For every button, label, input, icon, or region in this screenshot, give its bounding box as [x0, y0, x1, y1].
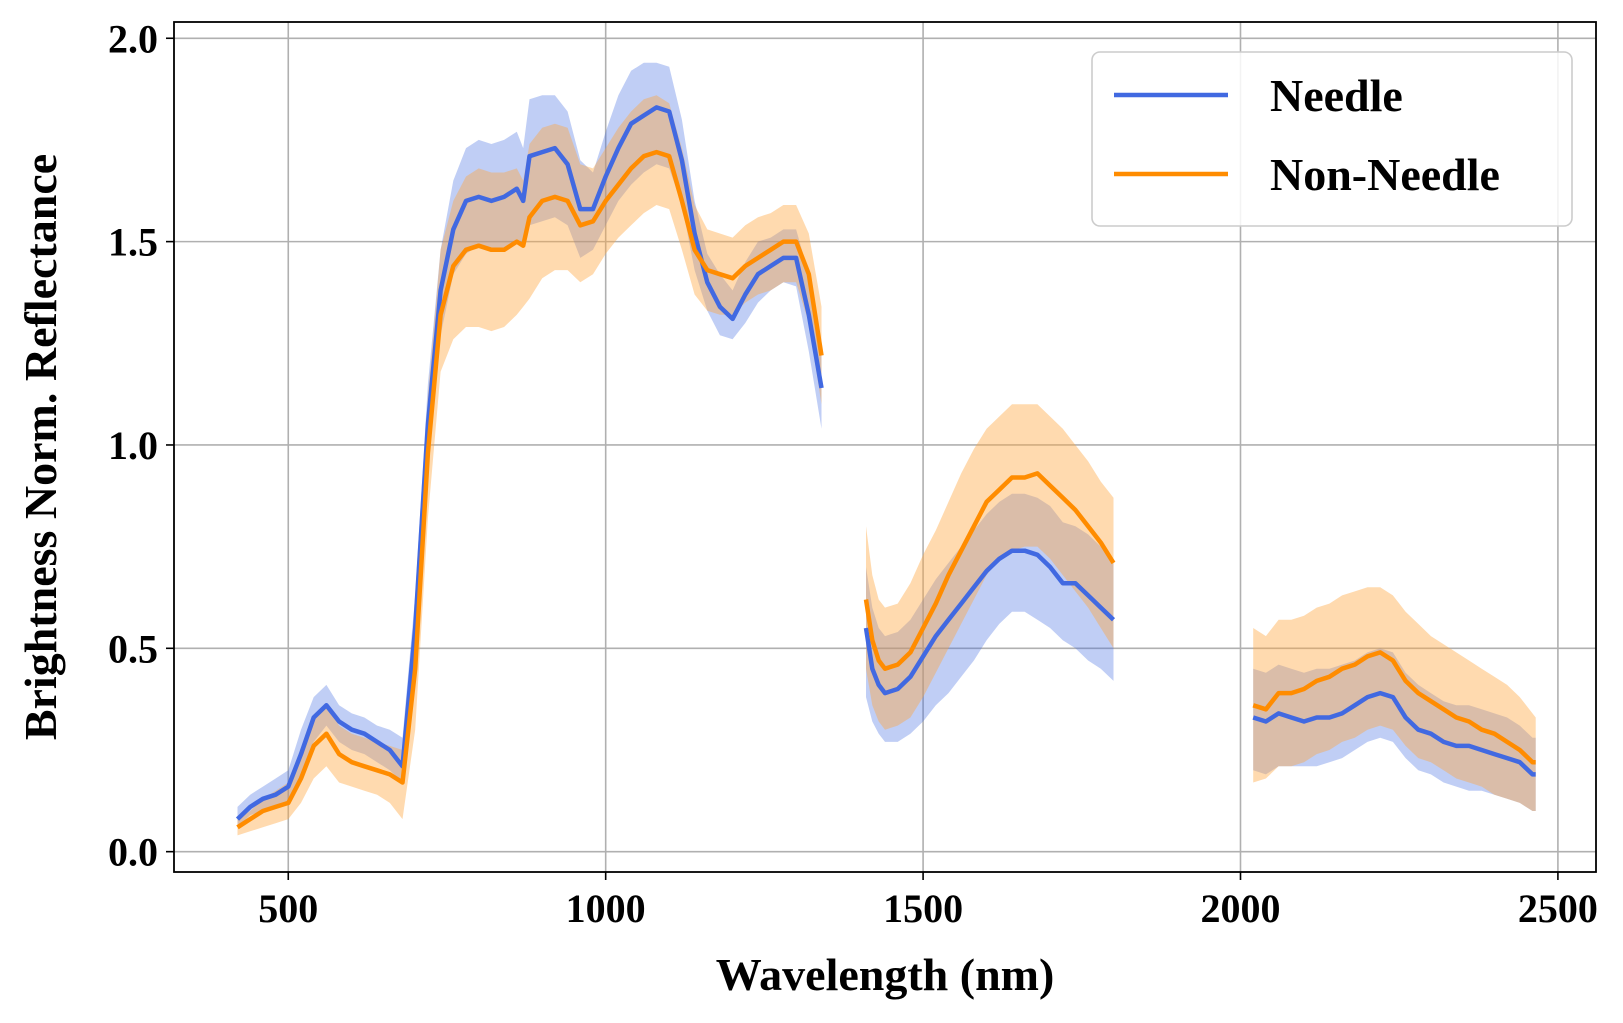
- y-axis-title: Brightness Norm. Reflectance: [15, 154, 66, 740]
- non-needle-band: [237, 95, 822, 836]
- y-tick-label: 0.0: [108, 830, 158, 875]
- non-needle-line: [1252, 650, 1536, 765]
- non-needle-line: [236, 149, 824, 830]
- y-tick-label: 1.5: [108, 220, 158, 265]
- needle-band: [1253, 648, 1536, 811]
- legend-label-non-needle: Non-Needle: [1270, 149, 1500, 200]
- y-tick-label: 0.5: [108, 626, 158, 671]
- needle-band: [866, 493, 1114, 742]
- x-tick-label: 2500: [1518, 886, 1598, 931]
- axis-ticks: 500 1000 1500 2000 2500 0.0 0.5 1.0 1.5 2.0: [108, 16, 1598, 931]
- legend: Needle Non-Needle: [1091, 51, 1573, 227]
- x-axis-title: Wavelength (nm): [716, 949, 1055, 1000]
- x-tick-label: 1500: [883, 886, 963, 931]
- needle-line: [863, 548, 1116, 696]
- y-tick-label: 2.0: [108, 16, 158, 61]
- legend-label-needle: Needle: [1270, 70, 1403, 121]
- x-tick-label: 500: [258, 886, 318, 931]
- y-tick-label: 1.0: [108, 423, 158, 468]
- series-lines: [235, 105, 1536, 830]
- grid: [174, 22, 1596, 872]
- non-needle-line: [863, 471, 1116, 671]
- x-tick-label: 2000: [1201, 886, 1281, 931]
- plot-frame: [173, 21, 1597, 873]
- needle-line: [1252, 690, 1536, 777]
- x-tick-label: 1000: [566, 886, 646, 931]
- needle-line: [235, 105, 824, 821]
